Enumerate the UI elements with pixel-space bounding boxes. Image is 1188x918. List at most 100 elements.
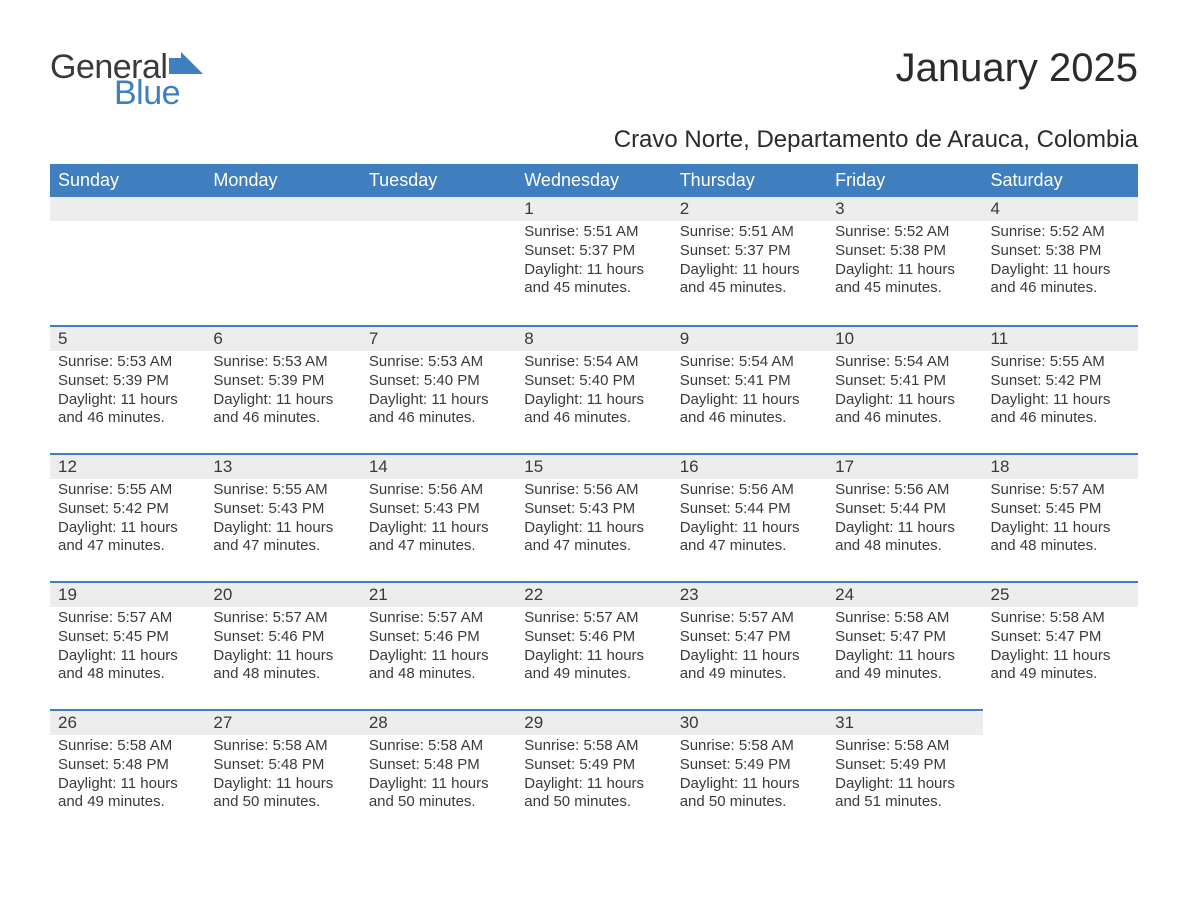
day-details: Sunrise: 5:54 AMSunset: 5:40 PMDaylight:… [516, 351, 671, 432]
day-header: Monday [205, 164, 360, 197]
day-details: Sunrise: 5:51 AMSunset: 5:37 PMDaylight:… [516, 221, 671, 302]
sunset-line: Sunset: 5:41 PM [680, 372, 819, 391]
sunrise-line: Sunrise: 5:57 AM [524, 609, 663, 628]
sunset-line: Sunset: 5:46 PM [369, 628, 508, 647]
day-details: Sunrise: 5:57 AMSunset: 5:46 PMDaylight:… [205, 607, 360, 688]
logo: General Blue [50, 50, 203, 110]
day-number: 9 [672, 325, 827, 351]
sunrise-line: Sunrise: 5:57 AM [58, 609, 197, 628]
calendar-cell: 6Sunrise: 5:53 AMSunset: 5:39 PMDaylight… [205, 325, 360, 453]
daylight-line: Daylight: 11 hours and 46 minutes. [991, 261, 1130, 299]
sunset-line: Sunset: 5:43 PM [213, 500, 352, 519]
daylight-line: Daylight: 11 hours and 46 minutes. [680, 391, 819, 429]
daylight-line: Daylight: 11 hours and 45 minutes. [524, 261, 663, 299]
day-details: Sunrise: 5:57 AMSunset: 5:47 PMDaylight:… [672, 607, 827, 688]
calendar-cell [50, 197, 205, 325]
daylight-line: Daylight: 11 hours and 45 minutes. [835, 261, 974, 299]
daylight-line: Daylight: 11 hours and 47 minutes. [524, 519, 663, 557]
day-number [361, 197, 516, 221]
day-number: 25 [983, 581, 1138, 607]
calendar-cell: 14Sunrise: 5:56 AMSunset: 5:43 PMDayligh… [361, 453, 516, 581]
calendar-cell: 19Sunrise: 5:57 AMSunset: 5:45 PMDayligh… [50, 581, 205, 709]
daylight-line: Daylight: 11 hours and 48 minutes. [369, 647, 508, 685]
calendar-cell: 24Sunrise: 5:58 AMSunset: 5:47 PMDayligh… [827, 581, 982, 709]
day-header: Thursday [672, 164, 827, 197]
sunrise-line: Sunrise: 5:57 AM [991, 481, 1130, 500]
sunset-line: Sunset: 5:44 PM [835, 500, 974, 519]
daylight-line: Daylight: 11 hours and 47 minutes. [213, 519, 352, 557]
calendar-cell: 23Sunrise: 5:57 AMSunset: 5:47 PMDayligh… [672, 581, 827, 709]
sunrise-line: Sunrise: 5:58 AM [213, 737, 352, 756]
sunrise-line: Sunrise: 5:53 AM [58, 353, 197, 372]
daylight-line: Daylight: 11 hours and 46 minutes. [213, 391, 352, 429]
daylight-line: Daylight: 11 hours and 46 minutes. [524, 391, 663, 429]
sunrise-line: Sunrise: 5:58 AM [524, 737, 663, 756]
sunrise-line: Sunrise: 5:55 AM [58, 481, 197, 500]
calendar-cell: 20Sunrise: 5:57 AMSunset: 5:46 PMDayligh… [205, 581, 360, 709]
calendar-cell: 17Sunrise: 5:56 AMSunset: 5:44 PMDayligh… [827, 453, 982, 581]
location-subtitle: Cravo Norte, Departamento de Arauca, Col… [50, 126, 1138, 154]
day-number: 1 [516, 197, 671, 221]
sunrise-line: Sunrise: 5:55 AM [991, 353, 1130, 372]
day-number: 22 [516, 581, 671, 607]
day-details: Sunrise: 5:56 AMSunset: 5:43 PMDaylight:… [516, 479, 671, 560]
sunset-line: Sunset: 5:47 PM [680, 628, 819, 647]
daylight-line: Daylight: 11 hours and 47 minutes. [680, 519, 819, 557]
day-number: 10 [827, 325, 982, 351]
calendar-cell: 13Sunrise: 5:55 AMSunset: 5:43 PMDayligh… [205, 453, 360, 581]
calendar-cell: 2Sunrise: 5:51 AMSunset: 5:37 PMDaylight… [672, 197, 827, 325]
day-details: Sunrise: 5:58 AMSunset: 5:48 PMDaylight:… [50, 735, 205, 816]
day-header: Wednesday [516, 164, 671, 197]
daylight-line: Daylight: 11 hours and 50 minutes. [524, 775, 663, 813]
day-number: 21 [361, 581, 516, 607]
day-details: Sunrise: 5:58 AMSunset: 5:47 PMDaylight:… [827, 607, 982, 688]
calendar-table: SundayMondayTuesdayWednesdayThursdayFrid… [50, 164, 1138, 837]
sunset-line: Sunset: 5:42 PM [58, 500, 197, 519]
daylight-line: Daylight: 11 hours and 46 minutes. [991, 391, 1130, 429]
sunrise-line: Sunrise: 5:52 AM [991, 223, 1130, 242]
day-details: Sunrise: 5:55 AMSunset: 5:42 PMDaylight:… [983, 351, 1138, 432]
sunset-line: Sunset: 5:46 PM [524, 628, 663, 647]
day-details: Sunrise: 5:53 AMSunset: 5:39 PMDaylight:… [50, 351, 205, 432]
sunrise-line: Sunrise: 5:58 AM [369, 737, 508, 756]
calendar-cell: 10Sunrise: 5:54 AMSunset: 5:41 PMDayligh… [827, 325, 982, 453]
day-details: Sunrise: 5:58 AMSunset: 5:49 PMDaylight:… [827, 735, 982, 816]
sunset-line: Sunset: 5:48 PM [369, 756, 508, 775]
daylight-line: Daylight: 11 hours and 47 minutes. [369, 519, 508, 557]
sunset-line: Sunset: 5:40 PM [524, 372, 663, 391]
day-details: Sunrise: 5:58 AMSunset: 5:49 PMDaylight:… [516, 735, 671, 816]
daylight-line: Daylight: 11 hours and 49 minutes. [835, 647, 974, 685]
daylight-line: Daylight: 11 hours and 49 minutes. [680, 647, 819, 685]
day-number: 26 [50, 709, 205, 735]
calendar-cell: 9Sunrise: 5:54 AMSunset: 5:41 PMDaylight… [672, 325, 827, 453]
calendar-cell: 8Sunrise: 5:54 AMSunset: 5:40 PMDaylight… [516, 325, 671, 453]
sunrise-line: Sunrise: 5:55 AM [213, 481, 352, 500]
daylight-line: Daylight: 11 hours and 50 minutes. [213, 775, 352, 813]
calendar-cell [361, 197, 516, 325]
sunset-line: Sunset: 5:40 PM [369, 372, 508, 391]
day-number: 20 [205, 581, 360, 607]
calendar-cell: 1Sunrise: 5:51 AMSunset: 5:37 PMDaylight… [516, 197, 671, 325]
day-number: 14 [361, 453, 516, 479]
calendar-cell: 28Sunrise: 5:58 AMSunset: 5:48 PMDayligh… [361, 709, 516, 837]
daylight-line: Daylight: 11 hours and 46 minutes. [835, 391, 974, 429]
sunset-line: Sunset: 5:37 PM [680, 242, 819, 261]
calendar-cell: 11Sunrise: 5:55 AMSunset: 5:42 PMDayligh… [983, 325, 1138, 453]
sunset-line: Sunset: 5:49 PM [835, 756, 974, 775]
day-details: Sunrise: 5:58 AMSunset: 5:47 PMDaylight:… [983, 607, 1138, 688]
sunrise-line: Sunrise: 5:58 AM [835, 737, 974, 756]
sunrise-line: Sunrise: 5:57 AM [369, 609, 508, 628]
calendar-cell: 4Sunrise: 5:52 AMSunset: 5:38 PMDaylight… [983, 197, 1138, 325]
day-number: 19 [50, 581, 205, 607]
day-number: 4 [983, 197, 1138, 221]
day-number: 17 [827, 453, 982, 479]
day-number: 24 [827, 581, 982, 607]
sunset-line: Sunset: 5:39 PM [213, 372, 352, 391]
sunrise-line: Sunrise: 5:56 AM [835, 481, 974, 500]
calendar-cell: 15Sunrise: 5:56 AMSunset: 5:43 PMDayligh… [516, 453, 671, 581]
daylight-line: Daylight: 11 hours and 49 minutes. [991, 647, 1130, 685]
calendar-page: General Blue January 2025 Cravo Norte, D… [0, 0, 1188, 918]
sunrise-line: Sunrise: 5:58 AM [991, 609, 1130, 628]
sunrise-line: Sunrise: 5:58 AM [58, 737, 197, 756]
sunrise-line: Sunrise: 5:51 AM [524, 223, 663, 242]
